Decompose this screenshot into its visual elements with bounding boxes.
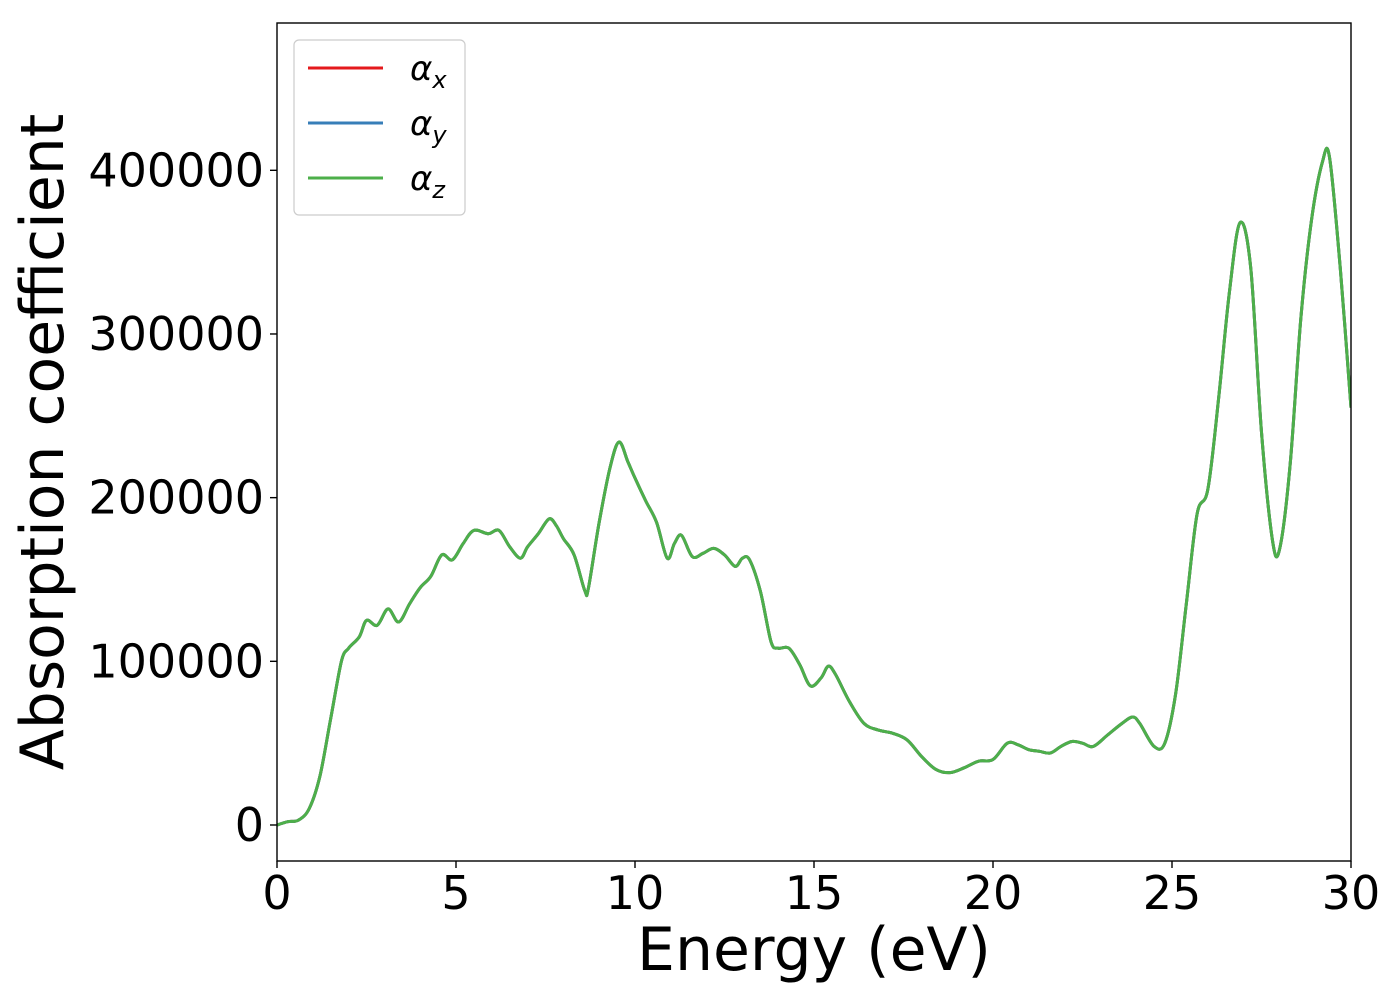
x-axis-ticks: 0 5 10 15 20 25 30 (262, 861, 1380, 920)
y-tick-label: 0 (235, 798, 264, 852)
legend-box (293, 39, 466, 216)
y-axis-ticks: 0 100000 200000 300000 400000 (88, 143, 277, 852)
legend-label-alpha-x: αx (410, 49, 447, 94)
series-line-alpha-x (277, 146, 1351, 827)
x-tick-label: 20 (964, 866, 1023, 920)
x-tick-label: 5 (441, 866, 470, 920)
legend-label-alpha-z: αz (410, 159, 446, 204)
x-tick-label: 10 (606, 866, 665, 920)
y-axis-title: Absorption coefficient (8, 114, 78, 771)
legend: αx αy αz (293, 39, 466, 216)
series-lines (277, 146, 1351, 827)
legend-label-alpha-y: αy (410, 104, 447, 149)
x-tick-label: 30 (1322, 866, 1381, 920)
y-tick-label: 100000 (88, 634, 264, 688)
x-tick-label: 15 (785, 866, 844, 920)
x-tick-label: 0 (262, 866, 291, 920)
x-axis-title: Energy (eV) (637, 915, 991, 985)
series-line-alpha-y (277, 146, 1351, 827)
series-line-alpha-z (277, 146, 1351, 827)
y-tick-label: 300000 (88, 307, 264, 361)
y-tick-label: 200000 (88, 471, 264, 525)
x-tick-label: 25 (1143, 866, 1202, 920)
y-tick-label: 400000 (88, 143, 264, 197)
